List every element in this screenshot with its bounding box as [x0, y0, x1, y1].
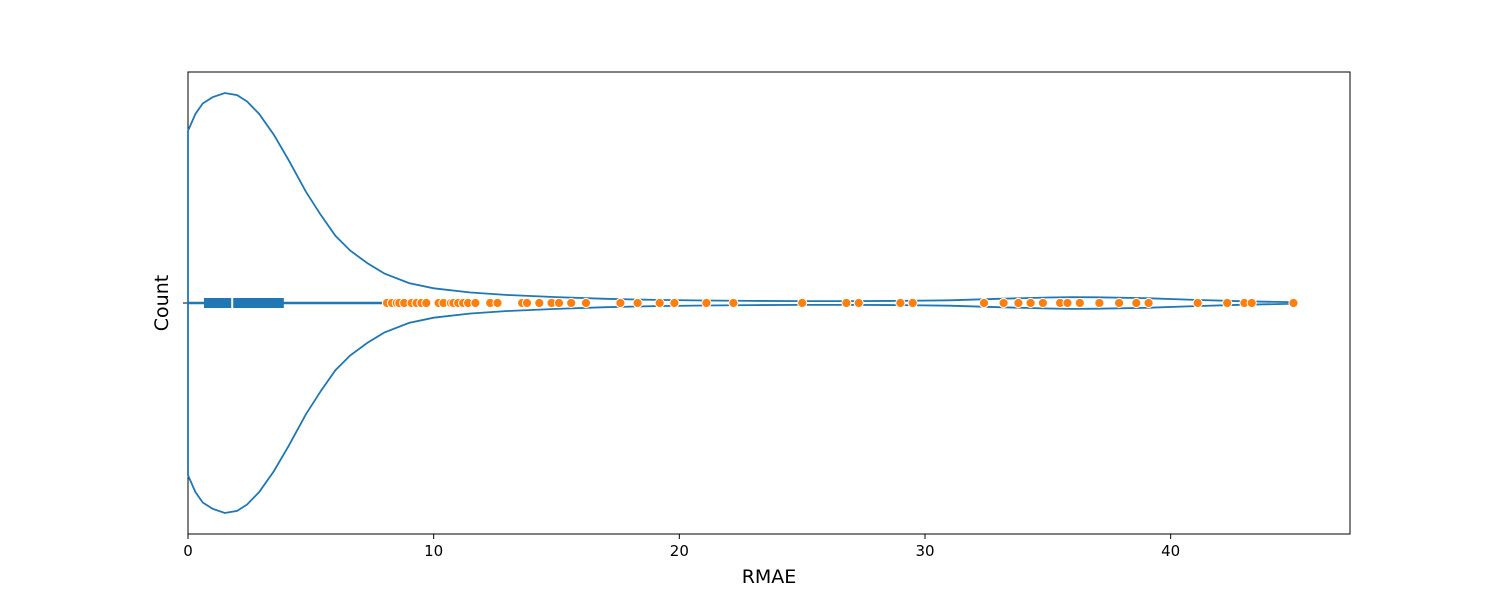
- x-tick-label: 0: [183, 542, 193, 560]
- data-point: [1037, 297, 1049, 309]
- data-point: [1074, 297, 1085, 309]
- data-point: [1062, 297, 1073, 309]
- data-point: [841, 297, 852, 309]
- data-point: [701, 297, 712, 309]
- data-point: [1143, 297, 1154, 309]
- data-point: [632, 297, 643, 309]
- data-point: [1013, 297, 1024, 309]
- x-axis-label: RMAE: [742, 566, 797, 588]
- data-point: [553, 297, 565, 309]
- data-point: [421, 297, 432, 309]
- x-axis: 0 10 20 30 40: [183, 534, 1180, 560]
- data-point: [1288, 297, 1299, 309]
- data-point: [1131, 297, 1142, 309]
- data-point: [615, 297, 626, 309]
- data-point: [566, 297, 577, 309]
- x-tick-label: 40: [1161, 542, 1180, 560]
- data-point: [654, 297, 665, 309]
- data-point: [492, 297, 503, 309]
- data-point: [1114, 297, 1125, 309]
- data-point: [1094, 297, 1105, 309]
- data-point: [669, 297, 680, 309]
- data-point: [853, 297, 864, 309]
- data-point: [895, 297, 906, 309]
- data-point: [728, 297, 739, 309]
- data-point: [1192, 297, 1203, 309]
- data-point: [1025, 297, 1036, 309]
- data-point: [978, 297, 990, 309]
- data-point: [1222, 297, 1233, 309]
- x-tick-label: 30: [915, 542, 934, 560]
- data-point: [470, 297, 481, 309]
- data-point: [797, 297, 808, 309]
- data-point: [1246, 297, 1257, 309]
- data-points: [381, 297, 1299, 309]
- x-tick-label: 20: [670, 542, 689, 560]
- x-tick-label: 10: [424, 542, 443, 560]
- data-point: [534, 297, 545, 309]
- box-iqr: [203, 298, 284, 308]
- data-point: [521, 297, 533, 309]
- data-point: [907, 297, 918, 309]
- data-point: [580, 297, 592, 309]
- y-axis-label: Count: [151, 275, 173, 331]
- data-point: [998, 297, 1009, 309]
